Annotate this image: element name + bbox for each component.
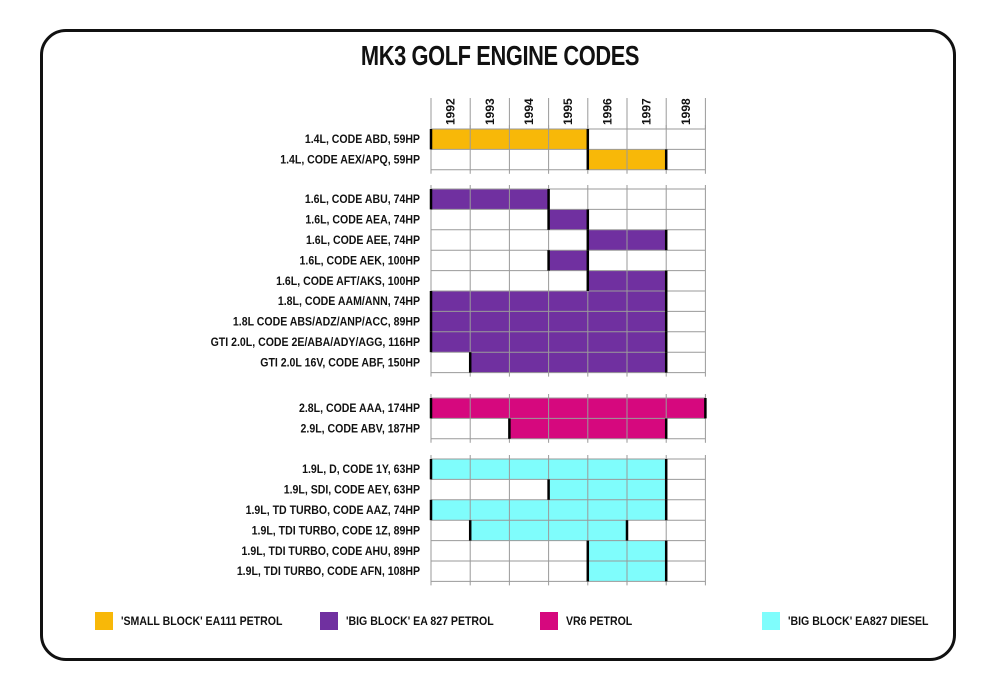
legend-label: 'BIG BLOCK' EA827 DIESEL [788,615,929,628]
engine-row-label: 1.8L CODE ABS/ADZ/ANP/ACC, 89HP [233,316,421,329]
engine-row-label: 1.6L, CODE ABU, 74HP [305,194,421,207]
year-label: 1993 [483,98,497,125]
legend-swatch [540,612,558,630]
engine-row-label: 1.4L, CODE ABD, 59HP [305,134,421,147]
year-label: 1996 [600,98,614,125]
engine-bar [548,209,588,230]
engine-row-label: 1.9L, TDI TURBO, CODE AFN, 108HP [237,566,421,579]
engine-row-label: 1.8L, CODE AAM/ANN, 74HP [278,296,421,309]
engine-bar [548,479,667,500]
engine-bar [431,189,549,210]
year-label: 1995 [561,98,575,125]
engine-bar [548,250,588,271]
engine-row-label: 1.4L, CODE AEX/APQ, 59HP [280,154,420,167]
engine-row-label: 1.9L, TD TURBO, CODE AAZ, 74HP [246,504,421,517]
chart-title: MK3 GOLF ENGINE CODES [360,40,640,71]
engine-bar [431,398,706,419]
legend-label: VR6 PETROL [566,615,632,628]
engine-row-label: 1.6L, CODE AEE, 74HP [306,234,420,247]
year-label: 1992 [444,98,458,125]
year-label: 1997 [640,98,654,125]
engine-row-label: 1.6L, CODE AEK, 100HP [300,255,421,268]
year-label: 1998 [679,98,693,125]
engine-bar [470,352,667,373]
engine-row-label: GTI 2.0L 16V, CODE ABF, 150HP [260,357,420,370]
engine-row-label: 1.9L, TDI TURBO, CODE AHU, 89HP [242,545,421,558]
legend-swatch [762,612,780,630]
engine-row-label: 1.9L, TDI TURBO, CODE 1Z, 89HP [252,525,421,538]
chart-frame [40,29,956,661]
legend-swatch [95,612,113,630]
engine-row-label: 1.6L, CODE AFT/AKS, 100HP [276,275,420,288]
legend-label: 'SMALL BLOCK' EA111 PETROL [121,615,282,628]
engine-row-label: 1.6L, CODE AEA, 74HP [305,214,420,227]
engine-row-label: 2.9L, CODE ABV, 187HP [301,423,421,436]
legend-swatch [320,612,338,630]
year-label: 1994 [522,98,536,125]
engine-row-label: 1.9L, D, CODE 1Y, 63HP [302,464,420,477]
engine-row-label: 1.9L, SDI, CODE AEY, 63HP [284,484,421,497]
engine-row-label: 2.8L, CODE AAA, 174HP [299,403,420,416]
engine-row-label: GTI 2.0L, CODE 2E/ABA/ADY/AGG, 116HP [211,336,421,349]
legend-label: 'BIG BLOCK' EA 827 PETROL [346,615,494,628]
